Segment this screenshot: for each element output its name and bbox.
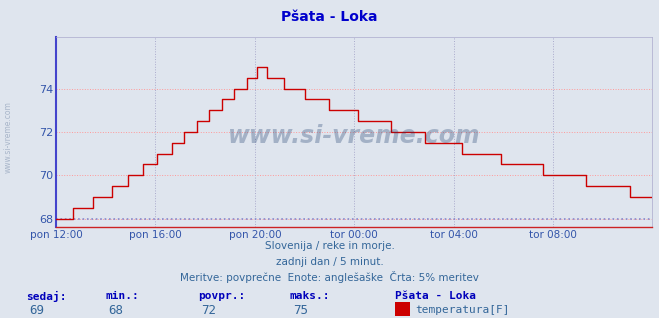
Text: Pšata - Loka: Pšata - Loka xyxy=(281,10,378,24)
Text: www.si-vreme.com: www.si-vreme.com xyxy=(3,101,13,173)
Text: min.:: min.: xyxy=(105,291,139,301)
Text: 75: 75 xyxy=(293,304,308,316)
Text: 72: 72 xyxy=(201,304,216,316)
Text: www.si-vreme.com: www.si-vreme.com xyxy=(228,124,480,148)
Text: Slovenija / reke in morje.: Slovenija / reke in morje. xyxy=(264,241,395,252)
Text: 69: 69 xyxy=(30,304,45,316)
Text: povpr.:: povpr.: xyxy=(198,291,245,301)
Text: zadnji dan / 5 minut.: zadnji dan / 5 minut. xyxy=(275,257,384,267)
Text: temperatura[F]: temperatura[F] xyxy=(415,305,509,315)
Text: sedaj:: sedaj: xyxy=(26,291,67,302)
Text: Pšata - Loka: Pšata - Loka xyxy=(395,291,476,301)
Text: 68: 68 xyxy=(109,304,124,316)
Text: Meritve: povprečne  Enote: anglešaške  Črta: 5% meritev: Meritve: povprečne Enote: anglešaške Črt… xyxy=(180,271,479,283)
Text: maks.:: maks.: xyxy=(290,291,330,301)
